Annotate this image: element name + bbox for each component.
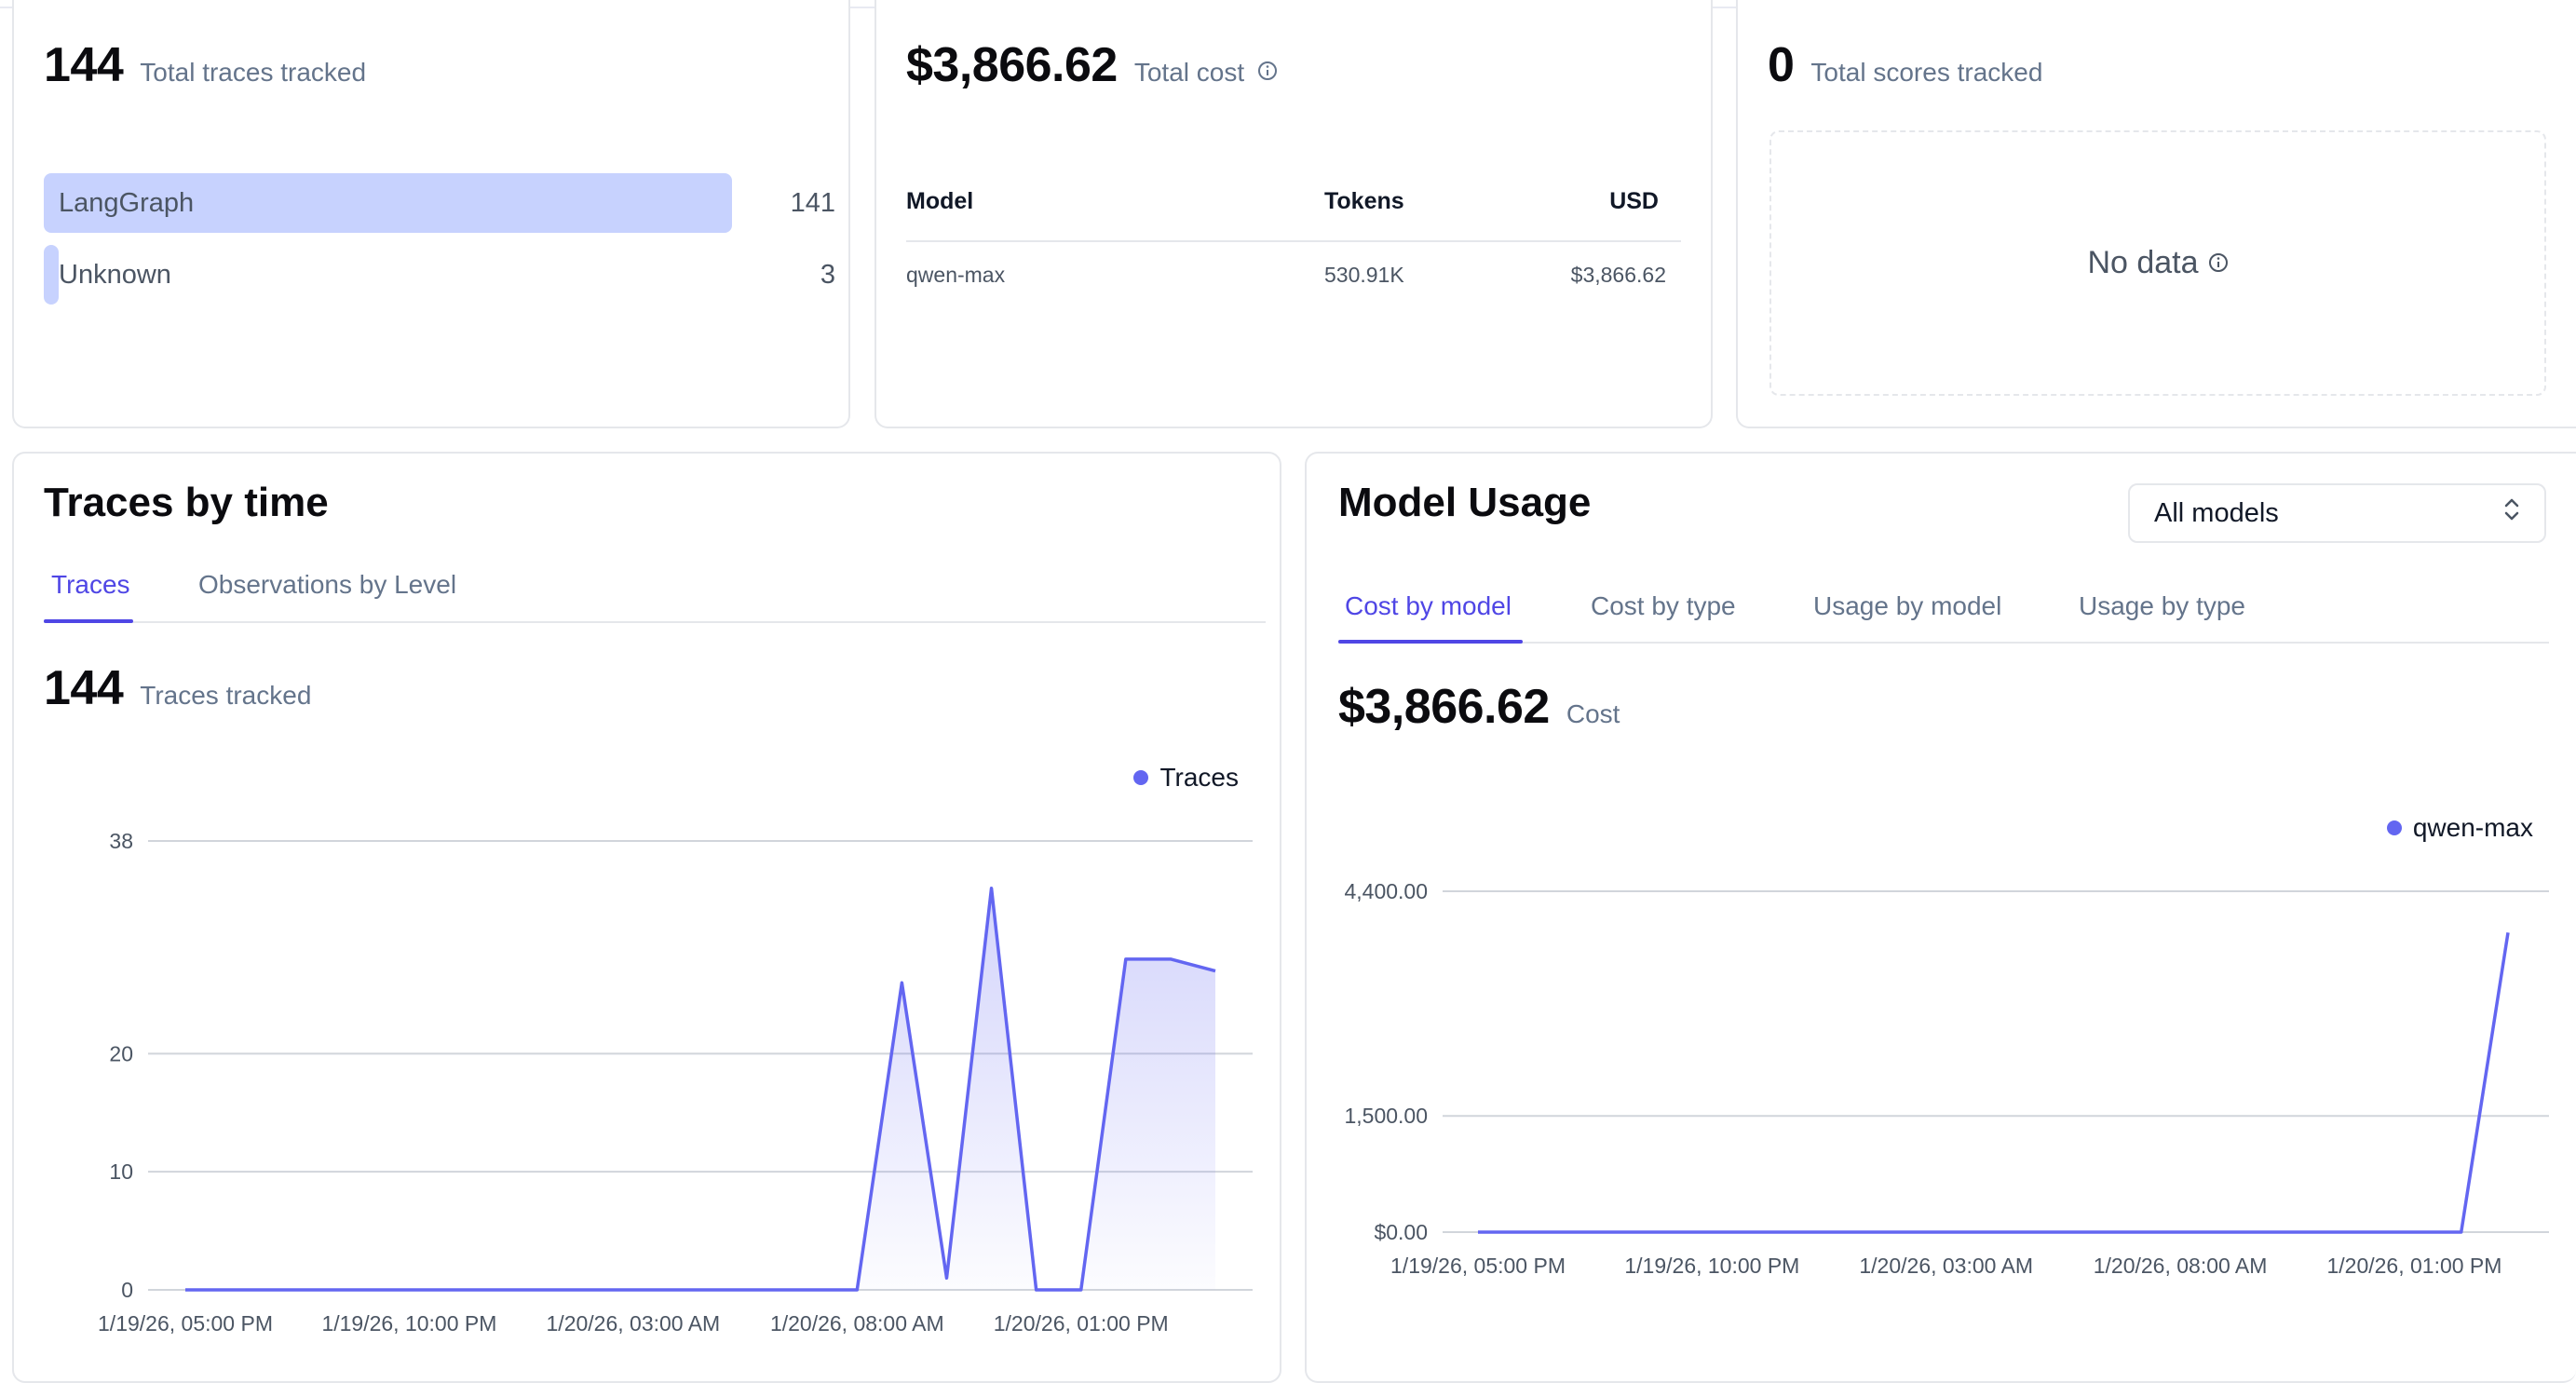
traces-by-time-chart: 0 10 20 38 1/19/26, 05:00 PM 1/19/26, 10:00 P…	[14, 454, 1283, 1366]
cost-summary-headline: $3,866.62 Total cost	[906, 37, 1278, 93]
trace-name-count: 141	[791, 173, 835, 233]
cost-total: $3,866.62	[906, 37, 1118, 93]
x-tick-label: 1/19/26, 05:00 PM	[98, 1311, 273, 1336]
y-tick-label: 20	[109, 1041, 133, 1065]
x-tick-label: 1/19/26, 10:00 PM	[321, 1311, 496, 1336]
no-data-placeholder: No data	[1769, 130, 2546, 396]
info-icon[interactable]	[2208, 245, 2229, 281]
y-tick-label: 4,400.00	[1344, 879, 1428, 903]
table-header-usd: USD	[1609, 188, 1659, 215]
table-header-model: Model	[906, 188, 973, 215]
table-header-tokens: Tokens	[1324, 188, 1404, 215]
traces-summary-card: 144 Total traces tracked LangGraph 141 U…	[12, 0, 850, 428]
scores-summary-card: 0 Total scores tracked No data	[1736, 0, 2576, 428]
trace-name-count: 3	[820, 245, 835, 305]
cost-total-label: Total cost	[1134, 58, 1244, 88]
no-data-text: No data	[2087, 245, 2198, 281]
x-tick-label: 1/20/26, 08:00 AM	[2094, 1254, 2268, 1278]
x-tick-label: 1/20/26, 03:00 AM	[1859, 1254, 2033, 1278]
trace-name-row[interactable]: Unknown 3	[44, 245, 835, 305]
info-icon[interactable]	[1257, 61, 1278, 86]
table-cell-tokens: 530.91K	[1324, 263, 1404, 288]
y-tick-label: 0	[121, 1278, 133, 1302]
cost-summary-card: $3,866.62 Total cost Model Tokens USD qw…	[874, 0, 1713, 428]
traces-by-time-card: Traces by time Traces Observations by Le…	[12, 452, 1281, 1383]
traces-total: 144	[44, 37, 123, 93]
trace-name-label: Unknown	[59, 245, 171, 305]
x-tick-label: 1/19/26, 10:00 PM	[1624, 1254, 1799, 1278]
x-tick-label: 1/20/26, 01:00 PM	[2326, 1254, 2501, 1278]
y-tick-label: 38	[109, 829, 133, 853]
series-line	[1478, 932, 2508, 1232]
table-cell-model: qwen-max	[906, 263, 1005, 288]
model-usage-chart: $0.00 1,500.00 4,400.00 1/19/26, 05:00 PM 1/…	[1307, 454, 2576, 1366]
series-area	[185, 888, 1215, 1290]
trace-name-label: LangGraph	[59, 173, 194, 233]
scores-summary-headline: 0 Total scores tracked	[1768, 37, 2042, 93]
scores-total: 0	[1768, 37, 1794, 93]
trace-name-bar	[44, 245, 59, 305]
trace-name-row[interactable]: LangGraph 141	[44, 173, 835, 233]
scores-total-label: Total scores tracked	[1810, 58, 2042, 88]
x-tick-label: 1/20/26, 03:00 AM	[547, 1311, 721, 1336]
x-tick-label: 1/20/26, 01:00 PM	[994, 1311, 1169, 1336]
traces-total-label: Total traces tracked	[140, 58, 366, 88]
x-tick-label: 1/20/26, 08:00 AM	[770, 1311, 944, 1336]
traces-summary-headline: 144 Total traces tracked	[44, 37, 366, 93]
table-cell-usd: $3,866.62	[1571, 263, 1666, 288]
y-tick-label: $0.00	[1374, 1220, 1428, 1244]
model-usage-card: Model Usage All models Cost by model Cos…	[1305, 452, 2576, 1383]
table-divider	[906, 240, 1681, 242]
y-tick-label: 10	[109, 1159, 133, 1184]
series-line	[185, 888, 1215, 1290]
x-tick-label: 1/19/26, 05:00 PM	[1390, 1254, 1566, 1278]
y-tick-label: 1,500.00	[1344, 1104, 1428, 1128]
